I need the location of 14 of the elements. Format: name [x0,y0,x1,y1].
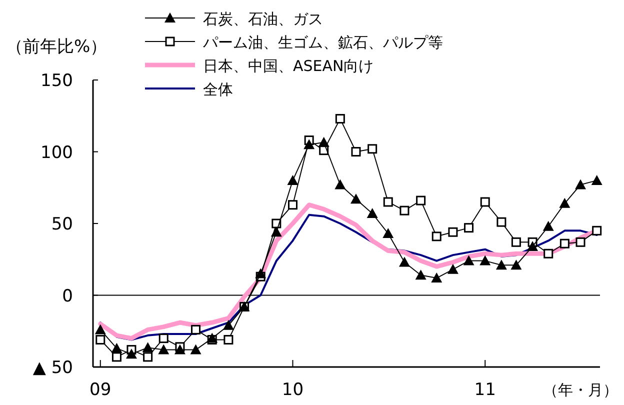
y-tick-label: 50 [51,214,73,234]
x-tick-label: 09 [90,380,112,400]
x-tick-label: 10 [282,380,304,400]
y-tick-label: ▲ 50 [32,358,73,378]
legend-label: パーム油、生ゴム、鉱石、パルプ等 [202,34,443,52]
legend-label: 石炭、石油、ガス [203,10,323,28]
y-axis-title: （前年比%） [6,37,108,57]
y-tick-label: 150 [40,71,73,91]
x-axis-title: （年・月） [543,381,618,399]
y-tick-label: 100 [40,142,73,163]
y-tick-label: 0 [62,286,73,306]
x-tick-label: 11 [474,380,496,400]
legend-label: 日本、中国、ASEAN向け [203,57,374,75]
legend-label: 全体 [203,80,233,98]
